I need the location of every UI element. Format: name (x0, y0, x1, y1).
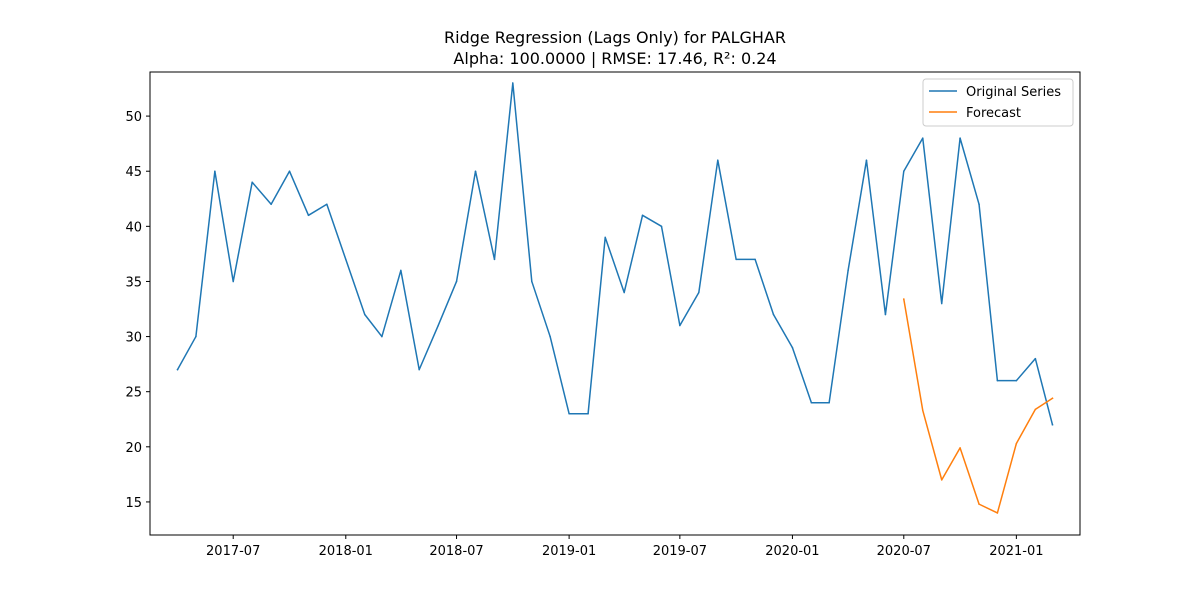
y-tick-label: 15 (125, 496, 142, 511)
data-point-0-16 (474, 170, 477, 172)
data-point-0-9 (345, 258, 347, 261)
data-point-0-45 (1015, 379, 1018, 382)
data-point-0-8 (326, 203, 328, 206)
x-tick-label: 2019-01 (542, 544, 596, 559)
data-point-0-2 (214, 170, 216, 172)
chart-subtitle: Alpha: 100.0000 | RMSE: 17.46, R²: 0.24 (453, 49, 776, 68)
data-point-0-6 (288, 170, 291, 172)
data-point-0-27 (679, 324, 681, 327)
data-point-0-7 (307, 214, 310, 217)
data-point-0-29 (717, 159, 719, 161)
y-tick-label: 50 (125, 110, 142, 125)
series-line-1 (902, 298, 1054, 514)
x-tick-label: 2018-01 (319, 544, 373, 559)
data-point-0-47 (1051, 424, 1054, 426)
data-point-0-42 (959, 137, 961, 139)
data-point-0-43 (978, 203, 980, 206)
x-tick-label: 2017-07 (206, 544, 260, 559)
data-point-0-15 (455, 280, 458, 283)
data-point-0-3 (232, 280, 234, 283)
y-tick-label: 35 (125, 275, 142, 290)
data-point-1-2 (940, 479, 943, 481)
x-tick-label: 2019-07 (653, 544, 707, 559)
data-point-0-23 (604, 236, 606, 239)
data-point-0-5 (270, 203, 272, 206)
data-point-0-22 (587, 412, 589, 415)
data-point-0-12 (400, 269, 402, 272)
legend-box (922, 78, 1074, 127)
data-point-0-18 (512, 82, 514, 84)
y-tick-label: 20 (125, 441, 142, 456)
data-point-1-3 (959, 447, 961, 449)
legend-label-1: Forecast (966, 106, 1021, 121)
data-point-0-31 (754, 258, 756, 261)
axes-layer: 15 20 25 30 35 40 45 50 2017-07 2018-01 2018-07 201… (125, 71, 1081, 559)
data-point-1-4 (978, 503, 980, 505)
data-point-1-5 (996, 512, 999, 514)
data-point-0-37 (865, 159, 868, 161)
data-point-0-39 (903, 170, 905, 172)
legend: Original Series Forecast (922, 78, 1074, 127)
data-point-0-1 (195, 335, 197, 338)
data-point-0-11 (381, 335, 383, 338)
data-point-1-8 (1051, 397, 1054, 400)
data-point-0-19 (531, 280, 533, 283)
x-tick-label: 2020-07 (877, 544, 931, 559)
data-point-1-7 (1034, 408, 1037, 411)
data-point-0-26 (660, 225, 663, 228)
data-point-0-21 (568, 412, 570, 415)
data-point-0-4 (251, 181, 253, 183)
legend-label-0: Original Series (966, 85, 1061, 100)
data-point-0-13 (418, 368, 420, 371)
data-point-0-32 (772, 313, 775, 316)
data-point-0-20 (549, 335, 551, 338)
data-point-0-14 (437, 324, 439, 327)
data-point-0-0 (176, 368, 179, 371)
y-tick-label: 30 (125, 331, 142, 346)
data-point-0-46 (1034, 357, 1037, 360)
x-tick-label: 2021-01 (989, 544, 1043, 559)
y-tick-label: 40 (125, 220, 142, 235)
plot-frame (149, 71, 1081, 536)
series-line-0 (176, 82, 1054, 426)
data-point-1-6 (1015, 442, 1018, 445)
data-point-0-36 (847, 269, 849, 272)
data-point-0-38 (884, 313, 887, 316)
data-point-0-41 (940, 302, 943, 305)
data-point-0-30 (735, 258, 737, 261)
data-point-0-34 (810, 401, 813, 404)
x-tick-label: 2018-07 (429, 544, 483, 559)
data-point-0-28 (698, 291, 700, 294)
data-point-0-17 (493, 258, 496, 261)
data-point-0-10 (364, 313, 366, 316)
data-point-0-33 (791, 346, 794, 349)
data-point-0-40 (922, 137, 924, 139)
x-tick-label: 2020-01 (765, 544, 819, 559)
data-point-0-44 (996, 379, 999, 382)
series-layer (176, 82, 1054, 514)
data-point-0-25 (641, 214, 644, 217)
data-point-1-1 (922, 409, 924, 412)
chart-title: Ridge Regression (Lags Only) for PALGHAR (444, 28, 786, 47)
y-tick-label: 45 (125, 165, 142, 180)
data-point-0-35 (828, 401, 830, 404)
data-point-0-24 (623, 291, 625, 294)
data-point-1-0 (903, 298, 905, 300)
y-tick-label: 25 (125, 386, 142, 401)
